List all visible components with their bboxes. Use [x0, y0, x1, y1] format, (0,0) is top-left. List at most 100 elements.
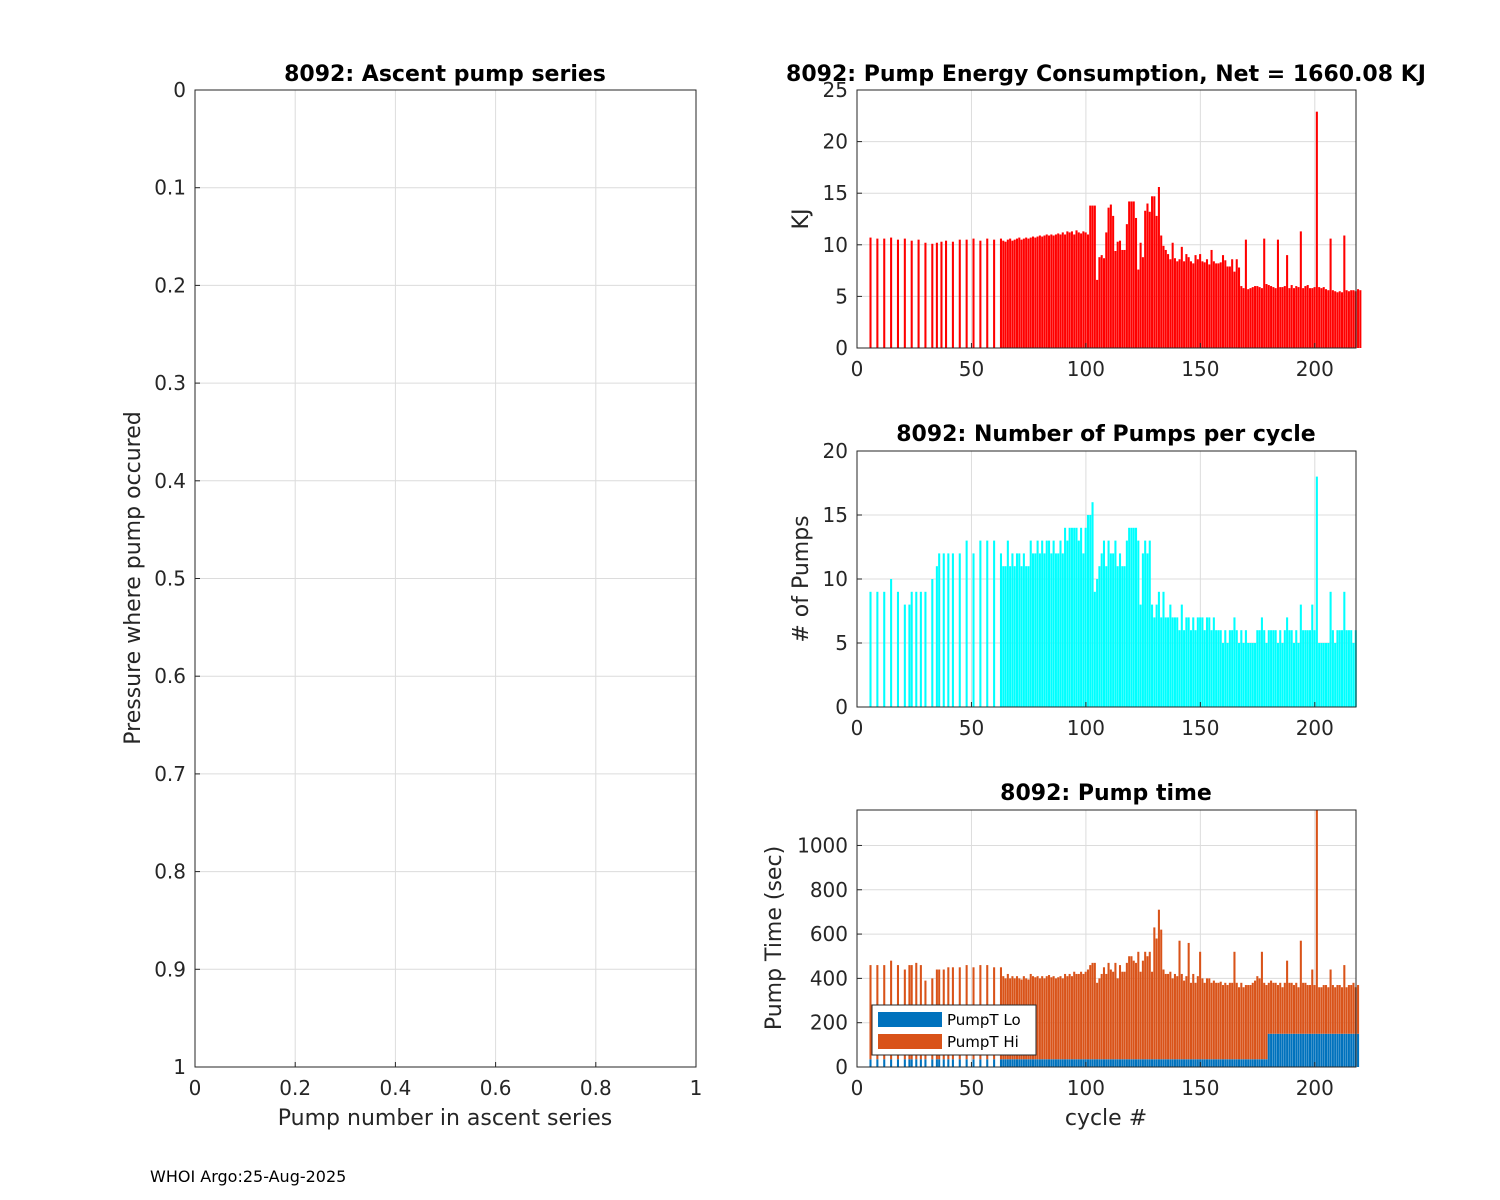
bar-pumpt-lo [1201, 1059, 1204, 1067]
bar-pumpt-lo [1068, 1059, 1071, 1067]
energy-bars [869, 111, 1362, 348]
bar-pump-count [1066, 540, 1069, 707]
bar-pumpt-hi [1290, 982, 1293, 1034]
bar-pumpt-lo [1272, 1033, 1275, 1067]
bar-energy [1004, 241, 1007, 348]
bar-energy [1073, 234, 1076, 348]
bar-pumpt-hi [1070, 976, 1073, 1060]
bar-pumpt-hi [1311, 969, 1314, 1034]
bar-pumpt-lo [1086, 1059, 1089, 1067]
bar-pump-count [1279, 630, 1282, 707]
bar-pumpt-lo [1002, 1059, 1005, 1067]
bar-pumpt-lo [1226, 1059, 1229, 1067]
bar-pump-count [1217, 630, 1220, 707]
bar-energy [1334, 291, 1337, 348]
bar-pumpt-lo [1009, 1059, 1012, 1067]
bar-pumpt-hi [1169, 971, 1172, 1060]
bar-pump-count [1096, 579, 1099, 707]
bar-pumpt-hi [1295, 982, 1298, 1034]
y-tick-label: 1000 [797, 833, 848, 857]
bar-pumpt-lo [1247, 1059, 1250, 1067]
bar-pump-count [1080, 527, 1083, 707]
bar-energy [890, 237, 893, 348]
bar-pump-count [883, 591, 886, 707]
bar-pump-count [1098, 566, 1101, 707]
bar-pump-count [1318, 643, 1321, 707]
bar-pump-count [947, 553, 950, 707]
bar-pumpt-lo [1096, 1059, 1099, 1067]
bar-pumpt-hi [1338, 985, 1341, 1034]
x-tick-label: 100 [1067, 716, 1105, 740]
pumps-title: 8092: Number of Pumps per cycle [896, 422, 1315, 447]
bar-energy [1265, 284, 1268, 348]
bar-pumpt-lo [1357, 1033, 1360, 1067]
bar-pumpt-lo [1034, 1059, 1037, 1067]
bar-energy [1258, 287, 1261, 348]
bar-pumpt-lo [1171, 1059, 1174, 1067]
bar-energy [1045, 234, 1048, 348]
bar-pumpt-hi [1244, 985, 1247, 1060]
bar-pumpt-hi [869, 965, 872, 1060]
bar-pumpt-hi [1061, 978, 1064, 1060]
bar-pumpt-hi [1318, 987, 1321, 1034]
bar-energy [1050, 234, 1053, 348]
y-tick-label: 0 [835, 695, 848, 719]
y-tick-label: 0.5 [154, 567, 186, 591]
bar-pump-count [1045, 540, 1048, 707]
bar-pump-count [1178, 630, 1181, 707]
bar-pump-count [1004, 566, 1007, 707]
bar-pumpt-hi [1272, 982, 1275, 1034]
bar-pumpt-lo [1336, 1033, 1339, 1067]
bar-pump-count [908, 604, 911, 707]
bar-pumpt-lo [972, 1059, 975, 1067]
bar-pumpt-hi [1180, 973, 1183, 1060]
bar-pump-count [1002, 566, 1005, 707]
bar-pumpt-hi [1242, 987, 1245, 1060]
bar-pumpt-lo [1231, 1059, 1234, 1067]
bar-pumpt-hi [1304, 982, 1307, 1034]
bar-energy [1114, 250, 1117, 348]
bar-pump-count [1130, 527, 1133, 707]
y-tick-label: 800 [810, 878, 848, 902]
bar-pump-count [1327, 643, 1330, 707]
x-tick-label: 100 [1067, 357, 1105, 381]
bar-pumpt-lo [1123, 1059, 1126, 1067]
bar-energy [958, 239, 961, 348]
bar-pumpt-hi [1144, 951, 1147, 1060]
bar-pumpt-lo [1107, 1059, 1110, 1067]
bar-pumpt-lo [1025, 1059, 1028, 1067]
bar-energy [1201, 261, 1204, 348]
bar-pumpt-lo [1228, 1059, 1231, 1067]
bar-pump-count [1338, 630, 1341, 707]
bar-pump-count [1320, 643, 1323, 707]
bar-energy [1164, 249, 1167, 348]
bar-pumpt-lo [1306, 1033, 1309, 1067]
bar-pump-count [1036, 540, 1039, 707]
bar-pump-count [935, 566, 938, 707]
bar-energy [1189, 261, 1192, 348]
bar-pump-count [1027, 566, 1030, 707]
bar-pumpt-lo [1215, 1059, 1218, 1067]
bar-energy [1226, 266, 1229, 348]
bar-pumpt-hi [1276, 985, 1279, 1034]
bar-pumpt-lo [1102, 1059, 1106, 1067]
bar-pumpt-lo [1318, 1033, 1321, 1067]
bar-pumpt-lo [1043, 1059, 1046, 1067]
bar-pumpt-hi [1084, 971, 1087, 1060]
bar-energy [917, 239, 920, 348]
bar-pump-count [951, 553, 954, 707]
bar-pumpt-lo [1233, 1059, 1236, 1067]
y-tick-label: 15 [823, 503, 848, 527]
bar-pump-count [1157, 591, 1160, 707]
bar-pump-count [1180, 604, 1183, 707]
bar-pumpt-lo [1320, 1033, 1323, 1067]
bar-pumpt-hi [1192, 973, 1195, 1060]
bar-pump-count [1295, 630, 1298, 707]
bar-pumpt-lo [1132, 1059, 1135, 1067]
bar-energy [1160, 235, 1163, 348]
bar-pump-count [1201, 617, 1204, 707]
bar-pumpt-hi [1324, 985, 1328, 1034]
x-tick-label: 0.4 [379, 1076, 411, 1100]
bar-pumpt-lo [1219, 1059, 1222, 1067]
bar-pump-count [1283, 630, 1286, 707]
